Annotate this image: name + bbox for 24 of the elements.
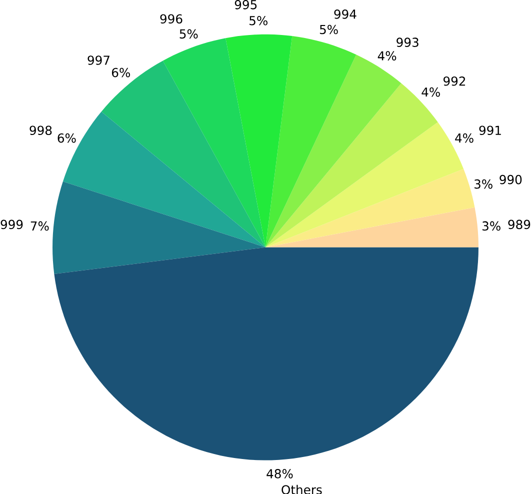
slice-label: 991 <box>479 125 501 135</box>
data-label: 48% <box>266 468 293 478</box>
data-label: 4% <box>455 133 474 143</box>
data-label: 7% <box>30 221 49 230</box>
data-label: 4% <box>422 87 440 97</box>
data-label: 5% <box>250 16 268 26</box>
data-label: 5% <box>320 24 338 34</box>
slice-label: 997 <box>88 55 110 65</box>
slice-label: 996 <box>160 14 182 24</box>
slice-label: 993 <box>396 37 418 47</box>
slice-label: 994 <box>334 9 356 19</box>
slice-label: 999 <box>0 220 23 229</box>
data-label: 3% <box>474 179 492 189</box>
slice-label: 995 <box>234 0 257 10</box>
slice-label: 998 <box>30 125 52 135</box>
slice-label: 992 <box>444 76 466 86</box>
data-label: 4% <box>378 50 396 60</box>
slice-label: 990 <box>500 174 522 184</box>
slice-label: 989 <box>508 220 530 229</box>
data-label: 6% <box>58 133 76 143</box>
data-label: 3% <box>482 221 500 230</box>
data-label: 5% <box>180 29 198 38</box>
slice-label: Others <box>282 484 322 494</box>
data-label: 6% <box>112 68 130 78</box>
